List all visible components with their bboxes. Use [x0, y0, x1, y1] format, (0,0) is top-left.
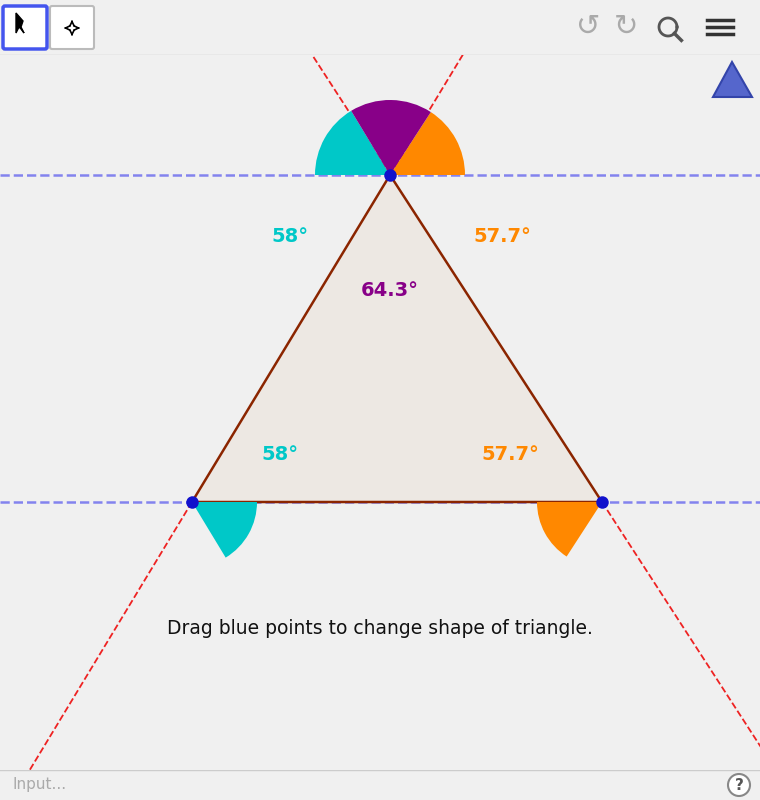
Text: Drag blue points to change shape of triangle.: Drag blue points to change shape of tria…: [167, 618, 593, 638]
Text: 58°: 58°: [261, 445, 299, 463]
Wedge shape: [390, 112, 465, 175]
FancyBboxPatch shape: [50, 6, 94, 49]
Polygon shape: [16, 13, 24, 33]
Wedge shape: [351, 100, 431, 175]
Text: 58°: 58°: [271, 227, 309, 246]
Text: ?: ?: [735, 778, 743, 793]
Wedge shape: [315, 111, 390, 175]
Wedge shape: [537, 502, 602, 557]
Text: 57.7°: 57.7°: [473, 227, 531, 246]
Text: 64.3°: 64.3°: [361, 281, 419, 299]
Wedge shape: [192, 502, 257, 558]
Text: 57.7°: 57.7°: [481, 445, 539, 463]
Polygon shape: [192, 175, 602, 502]
Text: Input...: Input...: [12, 778, 66, 793]
FancyBboxPatch shape: [3, 6, 47, 49]
Circle shape: [728, 774, 750, 796]
Text: ↺: ↺: [576, 13, 600, 41]
Polygon shape: [713, 62, 752, 97]
Text: ↻: ↻: [614, 13, 638, 41]
